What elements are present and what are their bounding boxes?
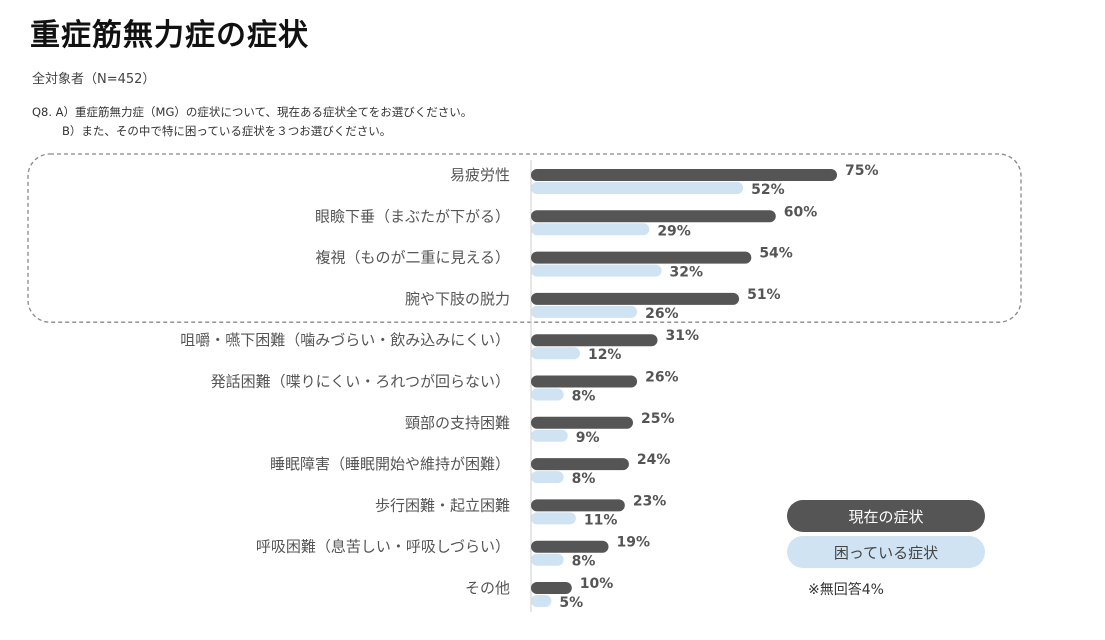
bar-trouble [531,264,662,277]
bar-trouble [531,182,744,194]
bar-current [531,334,658,347]
category-label: 眼瞼下垂（まぶたが下がる） [315,207,510,225]
sample-size-label: 全対象者（N=452） [32,72,156,87]
bar-trouble [531,429,568,442]
value-label-trouble: 8% [572,554,596,570]
value-label-current: 25% [641,411,675,427]
value-label-trouble: 52% [751,182,785,198]
bar-current [531,251,752,264]
bar-current [531,499,625,512]
value-label-trouble: 12% [588,347,622,363]
category-label: 発話困難（喋りにくい・ろれつが回らない） [211,373,510,391]
value-label-trouble: 11% [584,512,618,528]
value-label-trouble: 26% [645,306,679,322]
value-label-current: 31% [665,328,699,344]
highlight-box [27,153,1022,323]
bar-current [531,540,609,553]
bar-trouble [531,223,650,236]
value-label-trouble: 8% [572,471,596,487]
category-label: 易疲労性 [450,166,510,184]
bar-current [531,458,629,471]
bar-trouble [531,553,564,566]
value-label-trouble: 9% [576,430,600,446]
value-label-trouble: 32% [670,265,704,281]
value-label-current: 75% [845,163,879,179]
category-label: 複視（ものが二重に見える） [315,249,510,267]
bar-trouble [531,388,564,401]
bar-current [531,169,837,181]
bar-current [531,292,740,305]
value-label-current: 10% [580,576,614,592]
bar-current [531,375,638,388]
category-label: 腕や下肢の脱力 [405,290,510,308]
legend-troubling-symptoms: 困っている症状 [787,536,985,568]
value-label-trouble: 29% [657,223,691,239]
value-label-current: 23% [633,493,667,509]
bar-trouble [531,595,552,607]
value-label-trouble: 8% [572,389,596,405]
category-label: 呼吸困難（息苦しい・呼吸しづらい） [256,538,510,556]
bar-trouble [531,512,576,525]
category-label: 睡眠障害（睡眠開始や維持が困難） [270,455,510,473]
bar-current [531,582,572,594]
no-answer-note: ※無回答4% [808,582,884,598]
category-label: 歩行困難・起立困難 [375,496,510,514]
bar-current [531,416,633,429]
category-label: 頸部の支持困難 [405,414,510,432]
value-label-current: 51% [747,287,781,303]
bar-trouble [531,347,580,360]
question-line-a: Q8. A）重症筋無力症（MG）の症状について、現在ある症状全てをお選びください… [32,105,473,119]
value-label-trouble: 5% [559,595,583,611]
value-label-current: 60% [784,204,818,220]
value-label-current: 19% [617,535,651,551]
value-label-current: 24% [637,452,671,468]
bar-trouble [531,471,564,484]
category-label: その他 [465,579,510,597]
page-title: 重症筋無力症の症状 [30,18,309,53]
bar-current [531,210,776,223]
question-line-b: B）また、その中で特に困っている症状を３つお選びください。 [62,124,392,138]
bar-trouble [531,305,638,318]
value-label-current: 54% [759,246,793,262]
legend-current-symptoms: 現在の症状 [787,500,985,532]
category-label: 咀嚼・嚥下困難（噛みづらい・飲み込みにくい） [180,331,510,349]
value-label-current: 26% [645,370,679,386]
